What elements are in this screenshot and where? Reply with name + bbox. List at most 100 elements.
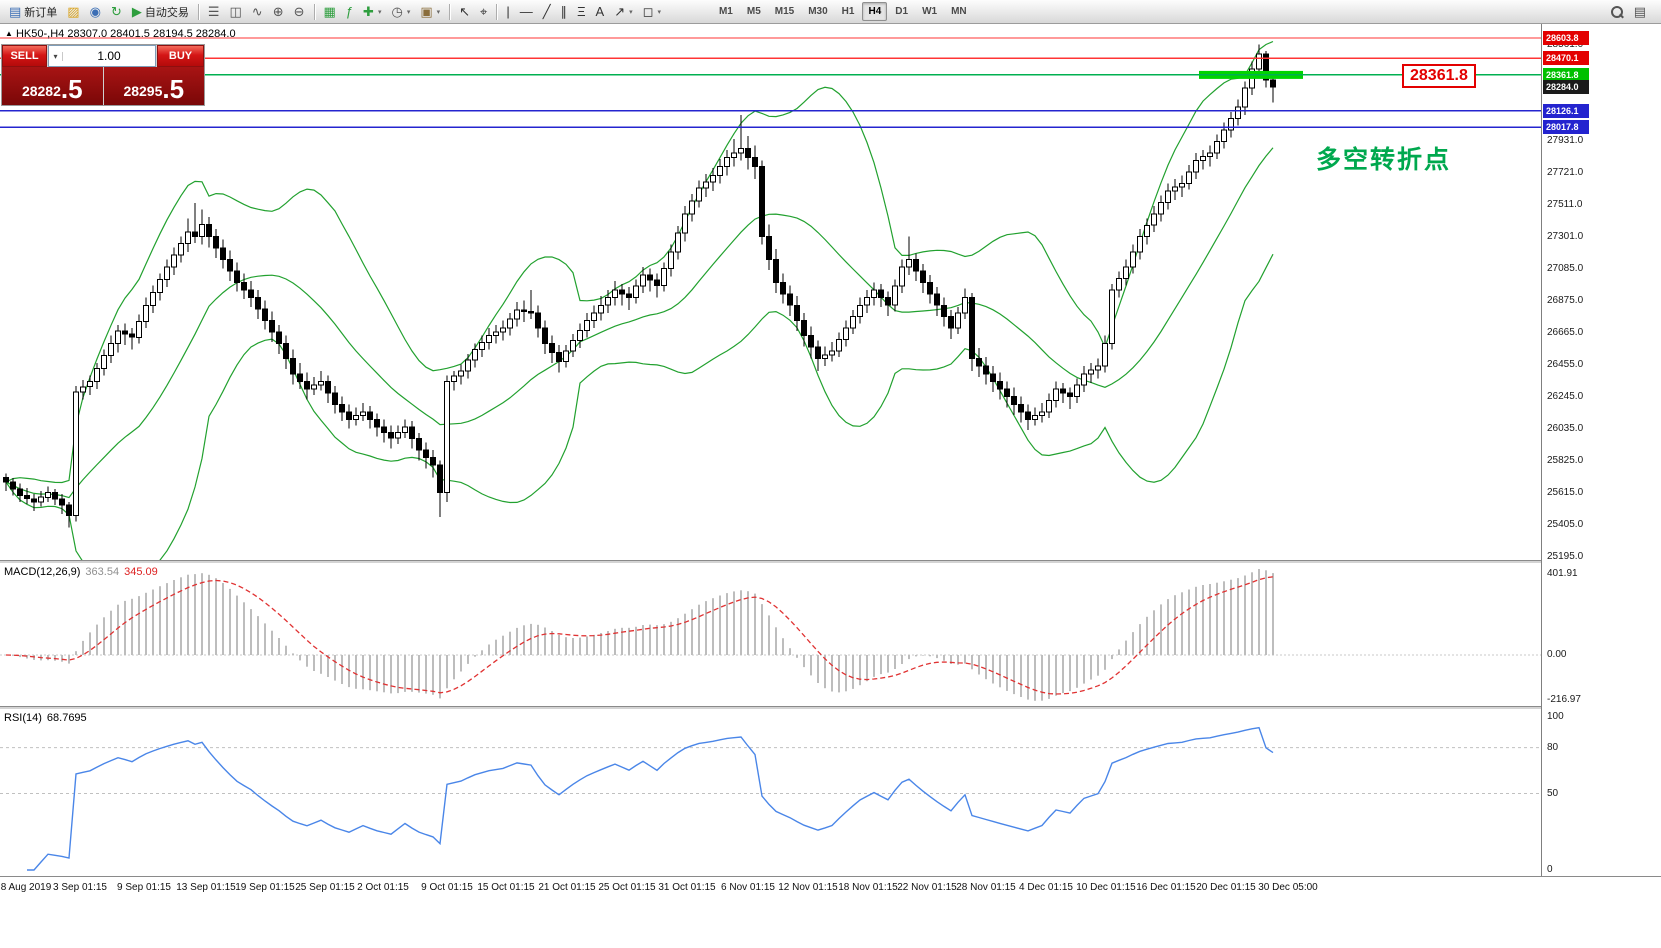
timeframe-m1-button[interactable]: M1 xyxy=(718,6,733,17)
time-axis-label: 4 Dec 01:15 xyxy=(1019,882,1073,893)
search-button[interactable] xyxy=(1606,2,1628,22)
time-axis-label: 19 Sep 01:15 xyxy=(235,882,295,893)
vertical-line-button[interactable]: | xyxy=(502,2,513,22)
line-chart-mode-button[interactable]: ∿ xyxy=(248,2,267,22)
periods-caret-icon: ▾ xyxy=(406,8,411,16)
rsi-panel-canvas[interactable] xyxy=(0,710,1541,876)
toolbar-separator xyxy=(197,3,199,20)
timeframe-h1-button[interactable]: H1 xyxy=(841,6,855,17)
panel-splitter[interactable] xyxy=(0,706,1661,710)
timeframe-mn-button[interactable]: MN xyxy=(951,6,967,17)
cursor-icon: ↖ xyxy=(459,4,471,19)
toolbar-left-group: ▤ 新订单 ▨ ◉ ↻ ▶ 自动交易 ☰ ◫ ∿ ⊕ ⊖ ▦ ƒ ✚ ▾ ◷ ▾ ▣ ▾ ↖ ⌖ | — ╱ ∥ Ξ A ↗ ▾ ◻ ▾ xyxy=(4,0,666,24)
volume-field[interactable]: ▾ 1.00 xyxy=(48,45,156,67)
timeframe-h4-button[interactable]: H4 xyxy=(862,2,888,21)
time-axis-label: 30 Dec 05:00 xyxy=(1258,882,1318,893)
symbol-name: HK50-,H4 xyxy=(15,28,65,40)
timeframe-m15-button[interactable]: M15 xyxy=(774,6,795,17)
profiles-button[interactable]: ▨ xyxy=(63,2,83,22)
tile-windows-icon: ▦ xyxy=(323,4,336,19)
vertical-line-icon: | xyxy=(506,4,510,19)
time-axis-label: 21 Oct 01:15 xyxy=(538,882,596,893)
indicators-button[interactable]: ƒ xyxy=(342,2,357,22)
time-axis-label: 18 Nov 01:15 xyxy=(838,882,898,893)
arrows-tool-button[interactable]: ↗ ▾ xyxy=(610,2,636,22)
price-level-tag: 28017.8 xyxy=(1543,120,1589,134)
periods-button[interactable]: ◷ ▾ xyxy=(387,2,414,22)
trendline-icon: ╱ xyxy=(542,4,551,19)
data-window-button[interactable]: ▤ xyxy=(1630,2,1650,22)
refresh-button[interactable]: ↻ xyxy=(107,2,126,22)
zoom-in-icon: ⊕ xyxy=(272,4,284,19)
macd-panel-canvas[interactable] xyxy=(0,564,1541,706)
buy-price-display[interactable]: 28295 .5 xyxy=(103,67,204,105)
tile-windows-button[interactable]: ▦ xyxy=(320,2,340,22)
volume-stepper-icon[interactable]: ▾ xyxy=(49,51,63,61)
community-button[interactable]: ◉ xyxy=(86,2,105,22)
buy-price-pips: .5 xyxy=(162,74,185,104)
new-order-button[interactable]: ▤ 新订单 xyxy=(5,2,61,22)
price-chart-canvas[interactable] xyxy=(0,24,1541,560)
new-order-icon: ▤ xyxy=(9,4,22,19)
symbol-ohlc: 28307.0 28401.5 28194.5 28284.0 xyxy=(67,28,236,40)
rsi-indicator-label: RSI(14) 68.7695 xyxy=(4,712,87,724)
sell-price-display[interactable]: 28282 .5 xyxy=(2,67,103,105)
price-scale[interactable]: 28561.027931.027721.027511.027301.027085… xyxy=(1541,24,1661,876)
price-level-tag: 28284.0 xyxy=(1543,80,1589,94)
timeframe-d1-button[interactable]: D1 xyxy=(895,6,909,17)
text-tool-icon: A xyxy=(595,4,605,19)
profiles-icon: ▨ xyxy=(67,4,80,19)
timeframe-m30-button[interactable]: M30 xyxy=(808,6,828,17)
time-axis-label: 31 Oct 01:15 xyxy=(658,882,716,893)
one-click-trading-widget: SELL ▾ 1.00 BUY 28282 .5 28295 .5 xyxy=(1,44,205,106)
channel-button[interactable]: ∥ xyxy=(557,2,572,22)
new-order-label: 新订单 xyxy=(24,6,58,19)
timeframe-w1-button[interactable]: W1 xyxy=(922,6,938,17)
cursor-button[interactable]: ↖ xyxy=(455,2,474,22)
zoom-out-button[interactable]: ⊖ xyxy=(290,2,309,22)
timeframe-m5-button[interactable]: M5 xyxy=(746,6,761,17)
macd-indicator-label: MACD(12,26,9) 363.54 345.09 xyxy=(4,566,158,578)
price-scale-tick: 25615.0 xyxy=(1547,487,1584,498)
shapes-tool-button[interactable]: ◻ ▾ xyxy=(639,2,665,22)
channel-icon: ∥ xyxy=(560,4,568,19)
sell-button[interactable]: SELL xyxy=(2,45,47,67)
price-scale-tick: 27721.0 xyxy=(1547,167,1584,178)
panel-splitter[interactable] xyxy=(0,560,1661,564)
buy-button[interactable]: BUY xyxy=(157,45,204,67)
price-scale-tick: 25825.0 xyxy=(1547,455,1584,466)
price-level-label[interactable]: 28361.8 xyxy=(1402,64,1476,88)
price-scale-tick: 27301.0 xyxy=(1547,231,1584,242)
time-axis-label: 20 Dec 01:15 xyxy=(1196,882,1256,893)
candle-chart-mode-button[interactable]: ◫ xyxy=(226,2,246,22)
rsi-scale-label: 100 xyxy=(1547,711,1564,722)
horizontal-line-button[interactable]: — xyxy=(516,2,537,22)
price-level-tag: 28470.1 xyxy=(1543,51,1589,65)
volume-value[interactable]: 1.00 xyxy=(97,49,121,63)
auto-trading-button[interactable]: ▶ 自动交易 xyxy=(128,2,193,22)
toolbar-right-group: ▤ xyxy=(1605,0,1651,24)
templates-icon: ▣ xyxy=(420,4,433,19)
add-indicator-icon: ✚ xyxy=(363,4,374,19)
crosshair-button[interactable]: ⌖ xyxy=(476,2,491,22)
text-tool-button[interactable]: A xyxy=(592,2,609,22)
time-axis[interactable]: 8 Aug 2019 3 Sep 01:15 9 Sep 01:15 13 Sep 0… xyxy=(0,876,1661,948)
time-axis-label: 15 Oct 01:15 xyxy=(477,882,535,893)
zoom-out-icon: ⊖ xyxy=(293,4,305,19)
time-axis-label: 8 Aug 2019 xyxy=(0,882,52,893)
add-indicator-button[interactable]: ✚ ▾ xyxy=(359,2,385,22)
fibonacci-button[interactable]: Ξ xyxy=(573,2,589,22)
trendline-button[interactable]: ╱ xyxy=(539,2,555,22)
price-scale-tick: 27085.0 xyxy=(1547,263,1584,274)
zoom-in-button[interactable]: ⊕ xyxy=(269,2,288,22)
bar-chart-mode-icon: ☰ xyxy=(207,4,220,19)
line-chart-mode-icon: ∿ xyxy=(251,4,263,19)
price-level-tag: 28603.8 xyxy=(1543,31,1589,45)
templates-button[interactable]: ▣ ▾ xyxy=(416,2,444,22)
chart-window[interactable]: 8 Aug 2019 3 Sep 01:15 9 Sep 01:15 13 Sep 0… xyxy=(0,24,1661,948)
rsi-value: 68.7695 xyxy=(46,712,87,724)
price-level-tag: 28126.1 xyxy=(1543,104,1589,118)
bar-chart-mode-button[interactable]: ☰ xyxy=(204,2,224,22)
indicators-icon: ƒ xyxy=(345,4,354,19)
price-scale-tick: 26245.0 xyxy=(1547,391,1584,402)
